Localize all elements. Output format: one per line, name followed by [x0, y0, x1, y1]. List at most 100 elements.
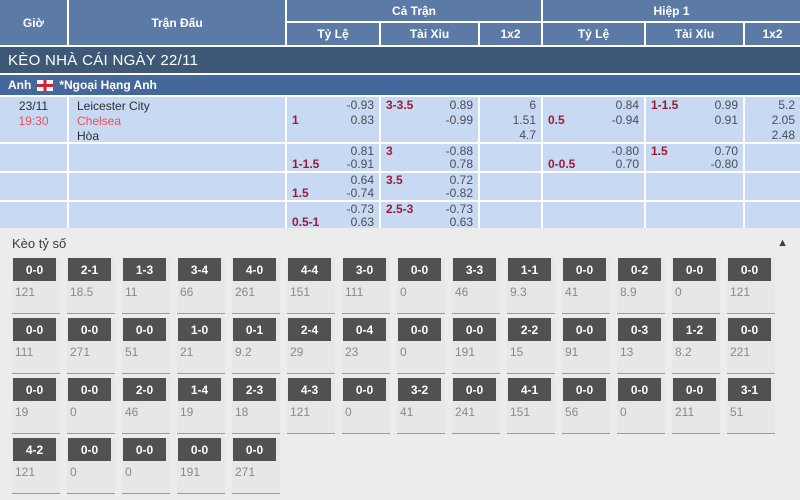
score-row: 0-0 121 2-1 18.5 1-3 11 3-4 66 4-0 261	[0, 258, 800, 314]
score-cell[interactable]: 4-3 121	[287, 378, 335, 434]
score-label: 0-0	[13, 258, 56, 281]
score-cell[interactable]: 0-4 23	[342, 318, 390, 374]
score-cell[interactable]: 0-0 0	[617, 378, 665, 434]
odds-value: -0.73	[445, 202, 473, 216]
correct-score-section: Kèo tỷ số ▲ 0-0 121 2-1 18.5 1-3 11 3-4 …	[0, 228, 800, 500]
score-odds: 241	[455, 405, 476, 419]
score-cell[interactable]: 4-4 151	[287, 258, 335, 314]
odds-value: -0.88	[445, 144, 473, 158]
match-teams-cell[interactable]: Leicester City Chelsea Hòa	[69, 97, 285, 142]
header-full-time-group: Cả Trận	[287, 0, 541, 21]
score-cell[interactable]: 2-1 18.5	[67, 258, 115, 314]
score-odds: 121	[15, 465, 36, 479]
score-label: 3-0	[343, 258, 386, 281]
odds-h1-1x2[interactable]: 5.2 2.05 2.48	[745, 97, 800, 142]
odds-value: -0.80	[710, 157, 738, 171]
empty-cell	[69, 173, 285, 200]
score-cell[interactable]: 0-0 191	[177, 438, 225, 494]
score-cell[interactable]: 0-0 111	[12, 318, 60, 374]
score-cell[interactable]: 3-1 51	[727, 378, 775, 434]
score-row: 0-0 111 0-0 271 0-0 51 1-0 21 0-1 9.2	[0, 318, 800, 374]
score-cell[interactable]: 0-0 121	[12, 258, 60, 314]
score-cell[interactable]: 1-2 8.2	[672, 318, 720, 374]
score-cell[interactable]: 0-3 13	[617, 318, 665, 374]
score-cell[interactable]: 0-0 0	[672, 258, 720, 314]
score-cell[interactable]: 0-0 0	[342, 378, 390, 434]
ou-line-label: 1-1.5	[651, 98, 679, 112]
empty-cell	[543, 202, 644, 228]
score-odds: 15	[510, 345, 524, 359]
score-cell[interactable]: 0-0 271	[232, 438, 280, 494]
odds-value: 0.72	[449, 173, 473, 187]
score-cell[interactable]: 0-0 211	[672, 378, 720, 434]
score-cell[interactable]: 0-0 51	[122, 318, 170, 374]
odds-h1-over-under[interactable]: 1-1.5 0.99 0.91	[646, 97, 743, 142]
odds-value: 0.81	[350, 144, 374, 158]
score-cell[interactable]: 0-0 121	[727, 258, 775, 314]
odds-ft-handicap[interactable]: -0.93 1 0.83	[287, 97, 379, 142]
score-odds: 8.9	[620, 285, 637, 299]
score-cell[interactable]: 2-4 29	[287, 318, 335, 374]
odds-ft-over-under[interactable]: 3-3.5 0.89 -0.99	[381, 97, 478, 142]
score-cell[interactable]: 0-0 41	[562, 258, 610, 314]
score-odds: 19	[180, 405, 194, 419]
score-cell[interactable]: 0-0 271	[67, 318, 115, 374]
score-cell[interactable]: 0-0 221	[727, 318, 775, 374]
score-cell[interactable]: 0-0 0	[397, 258, 445, 314]
score-label: 0-0	[233, 438, 276, 461]
score-label: 0-0	[68, 318, 111, 341]
odds-ft-over-under[interactable]: 2.5-3 -0.73 0.63	[381, 202, 478, 228]
home-team[interactable]: Leicester City	[77, 99, 150, 113]
league-header[interactable]: Anh *Ngoại Hạng Anh	[0, 75, 800, 95]
score-label: 0-0	[673, 258, 716, 281]
score-cell[interactable]: 2-3 18	[232, 378, 280, 434]
score-cell[interactable]: 0-0 0	[67, 438, 115, 494]
score-cell[interactable]: 0-2 8.9	[617, 258, 665, 314]
odds-ft-over-under[interactable]: 3.5 0.72 -0.82	[381, 173, 478, 200]
odds-value: -0.94	[611, 113, 639, 127]
collapse-up-icon[interactable]: ▲	[777, 237, 788, 249]
score-cell[interactable]: 0-0 0	[67, 378, 115, 434]
score-odds: 23	[345, 345, 359, 359]
odds-ft-handicap[interactable]: 0.64 1.5 -0.74	[287, 173, 379, 200]
score-cell[interactable]: 3-4 66	[177, 258, 225, 314]
score-cell[interactable]: 1-3 11	[122, 258, 170, 314]
handicap-label: 1	[292, 113, 299, 127]
empty-cell	[543, 173, 644, 200]
score-cell[interactable]: 1-0 21	[177, 318, 225, 374]
away-team[interactable]: Chelsea	[77, 114, 122, 128]
score-cell[interactable]: 3-3 46	[452, 258, 500, 314]
score-cell[interactable]: 0-0 91	[562, 318, 610, 374]
header-first-half-group: Hiệp 1	[543, 0, 800, 21]
score-cell[interactable]: 0-0 191	[452, 318, 500, 374]
odds-ft-1x2[interactable]: 6 1.51 4.7	[480, 97, 541, 142]
score-odds: 9.3	[510, 285, 527, 299]
score-cell[interactable]: 0-0 0	[397, 318, 445, 374]
score-cell[interactable]: 4-0 261	[232, 258, 280, 314]
score-cell[interactable]: 0-0 0	[122, 438, 170, 494]
score-label: 0-0	[563, 318, 606, 341]
score-cell[interactable]: 4-1 151	[507, 378, 555, 434]
score-cell[interactable]: 0-1 9.2	[232, 318, 280, 374]
odds-value: 2.48	[771, 128, 795, 142]
score-cell[interactable]: 1-4 19	[177, 378, 225, 434]
score-cell[interactable]: 2-0 46	[122, 378, 170, 434]
odds-h1-handicap[interactable]: -0.80 0-0.5 0.70	[543, 144, 644, 171]
score-cell[interactable]: 4-2 121	[12, 438, 60, 494]
score-cell[interactable]: 0-0 241	[452, 378, 500, 434]
score-cell[interactable]: 3-2 41	[397, 378, 445, 434]
score-row: 4-2 121 0-0 0 0-0 0 0-0 191 0-0 271	[0, 438, 800, 494]
score-cell[interactable]: 0-0 56	[562, 378, 610, 434]
odds-ft-handicap[interactable]: -0.73 0.5-1 0.63	[287, 202, 379, 228]
odds-h1-over-under[interactable]: 1.5 0.70 -0.80	[646, 144, 743, 171]
score-odds: 111	[345, 285, 364, 299]
score-cell[interactable]: 3-0 111	[342, 258, 390, 314]
odds-ft-over-under[interactable]: 3 -0.88 0.78	[381, 144, 478, 171]
score-cell[interactable]: 0-0 19	[12, 378, 60, 434]
odds-value: -0.99	[445, 113, 473, 127]
odds-ft-handicap[interactable]: 0.81 1-1.5 -0.91	[287, 144, 379, 171]
score-cell[interactable]: 1-1 9.3	[507, 258, 555, 314]
score-label: 2-1	[68, 258, 111, 281]
score-cell[interactable]: 2-2 15	[507, 318, 555, 374]
odds-h1-handicap[interactable]: 0.84 0.5 -0.94	[543, 97, 644, 142]
